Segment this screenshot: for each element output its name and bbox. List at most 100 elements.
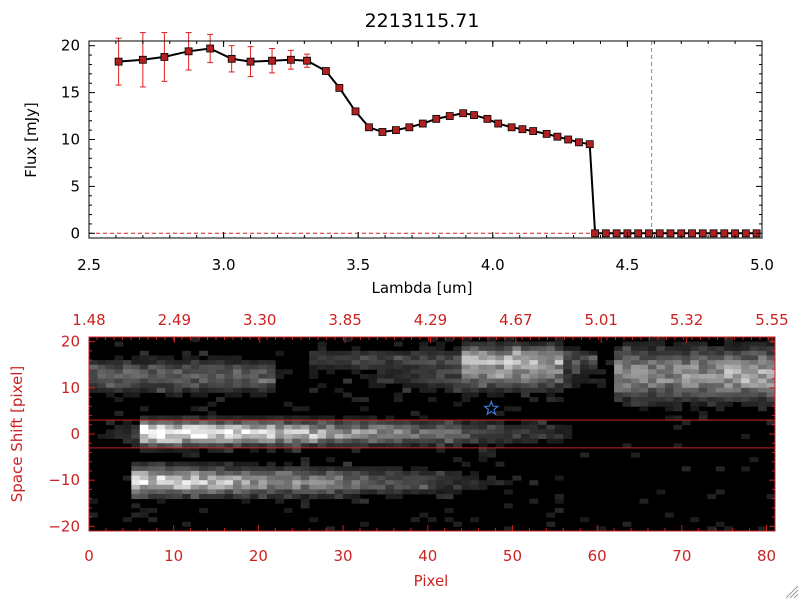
- image-pixel: [182, 355, 192, 361]
- image-pixel: [563, 434, 573, 440]
- image-pixel: [503, 489, 513, 495]
- image-pixel: [232, 489, 242, 495]
- image-pixel: [317, 494, 327, 500]
- image-pixel: [258, 424, 268, 430]
- image-pixel: [139, 420, 149, 426]
- image-pixel: [393, 341, 403, 347]
- image-pixel: [266, 369, 276, 375]
- image-pixel: [105, 373, 115, 379]
- image-pixel: [673, 392, 683, 398]
- image-pixel: [690, 387, 700, 393]
- image-pixel: [563, 355, 573, 361]
- image-pixel: [224, 392, 234, 398]
- image-pixel: [216, 387, 225, 393]
- image-pixel: [385, 438, 395, 444]
- image-pixel: [283, 434, 293, 440]
- image-pixel: [470, 341, 479, 347]
- image-pixel: [343, 360, 352, 366]
- image-pixel: [393, 434, 403, 440]
- image-pixel: [148, 438, 158, 444]
- image-pixel: [343, 480, 352, 486]
- image-pixel: [283, 369, 293, 375]
- image-pixel: [436, 355, 446, 361]
- image-pixel: [647, 397, 657, 403]
- image-pixel: [571, 360, 581, 366]
- image-pixel: [419, 512, 429, 518]
- image-pixel: [224, 364, 234, 370]
- image-pixel: [216, 355, 225, 361]
- image-pixel: [182, 484, 192, 490]
- image-pixel: [622, 373, 632, 379]
- image-pixel: [393, 475, 403, 481]
- image-pixel: [360, 434, 369, 440]
- image-pixel: [436, 480, 446, 486]
- image-pixel: [749, 387, 759, 393]
- image-pixel: [410, 480, 420, 486]
- image-pixel: [266, 364, 276, 370]
- image-pixel: [478, 383, 488, 389]
- image-pixel: [165, 360, 175, 366]
- image-pixel: [156, 443, 166, 449]
- image-pixel: [478, 360, 488, 366]
- image-pixel: [199, 429, 208, 435]
- image-pixel: [427, 364, 437, 370]
- image-pixel: [258, 466, 268, 472]
- resize-grip-icon[interactable]: [785, 585, 799, 599]
- image-pixel: [385, 429, 395, 435]
- image-pixel: [224, 383, 234, 389]
- image-pixel: [478, 424, 488, 430]
- data-point: [246, 57, 255, 66]
- image-pixel: [681, 378, 691, 384]
- image-pixel: [664, 392, 674, 398]
- image-pixel: [427, 397, 437, 403]
- image-pixel: [478, 341, 488, 347]
- image-pixel: [376, 360, 386, 366]
- image-pixel: [190, 447, 200, 453]
- image-pixel: [182, 383, 192, 389]
- image-pixel: [275, 489, 285, 495]
- image-pixel: [114, 341, 124, 347]
- image-pixel: [741, 397, 750, 403]
- image-pixel: [503, 350, 513, 356]
- image-pixel: [309, 438, 319, 444]
- image-pixel: [732, 383, 742, 389]
- image-pixel: [241, 489, 251, 495]
- image-pixel: [707, 387, 717, 393]
- image-pixel: [249, 378, 259, 384]
- image-pixel: [614, 397, 623, 403]
- image-pixel: [334, 350, 344, 356]
- image-pixel: [478, 350, 488, 356]
- image-pixel: [300, 429, 310, 435]
- image-pixel: [487, 373, 496, 379]
- image-pixel: [393, 350, 403, 356]
- image-pixel: [173, 383, 183, 389]
- image-pixel: [393, 420, 403, 426]
- image-pixel: [478, 355, 488, 361]
- image-pixel: [546, 387, 556, 393]
- image-pixel: [232, 480, 242, 486]
- image-pixel: [360, 397, 369, 403]
- image-pixel: [461, 360, 471, 366]
- image-pixel: [732, 369, 742, 375]
- image-pixel: [216, 489, 225, 495]
- image-pixel: [664, 415, 674, 421]
- image-pixel: [360, 360, 369, 366]
- image-pixel: [470, 373, 479, 379]
- image-pixel: [724, 337, 734, 343]
- y-tick-label: −10: [48, 471, 80, 489]
- image-pixel: [766, 373, 776, 379]
- image-pixel: [537, 420, 547, 426]
- image-pixel: [376, 369, 386, 375]
- image-pixel: [131, 429, 141, 435]
- image-pixel: [503, 387, 513, 393]
- image-pixel: [419, 383, 429, 389]
- image-pixel: [622, 355, 632, 361]
- image-pixel: [232, 470, 242, 476]
- image-pixel: [249, 494, 259, 500]
- image-pixel: [156, 484, 166, 490]
- x-tick-label: 4.5: [615, 256, 639, 274]
- image-pixel: [351, 494, 361, 500]
- image-pixel: [258, 360, 268, 366]
- image-pixel: [258, 373, 268, 379]
